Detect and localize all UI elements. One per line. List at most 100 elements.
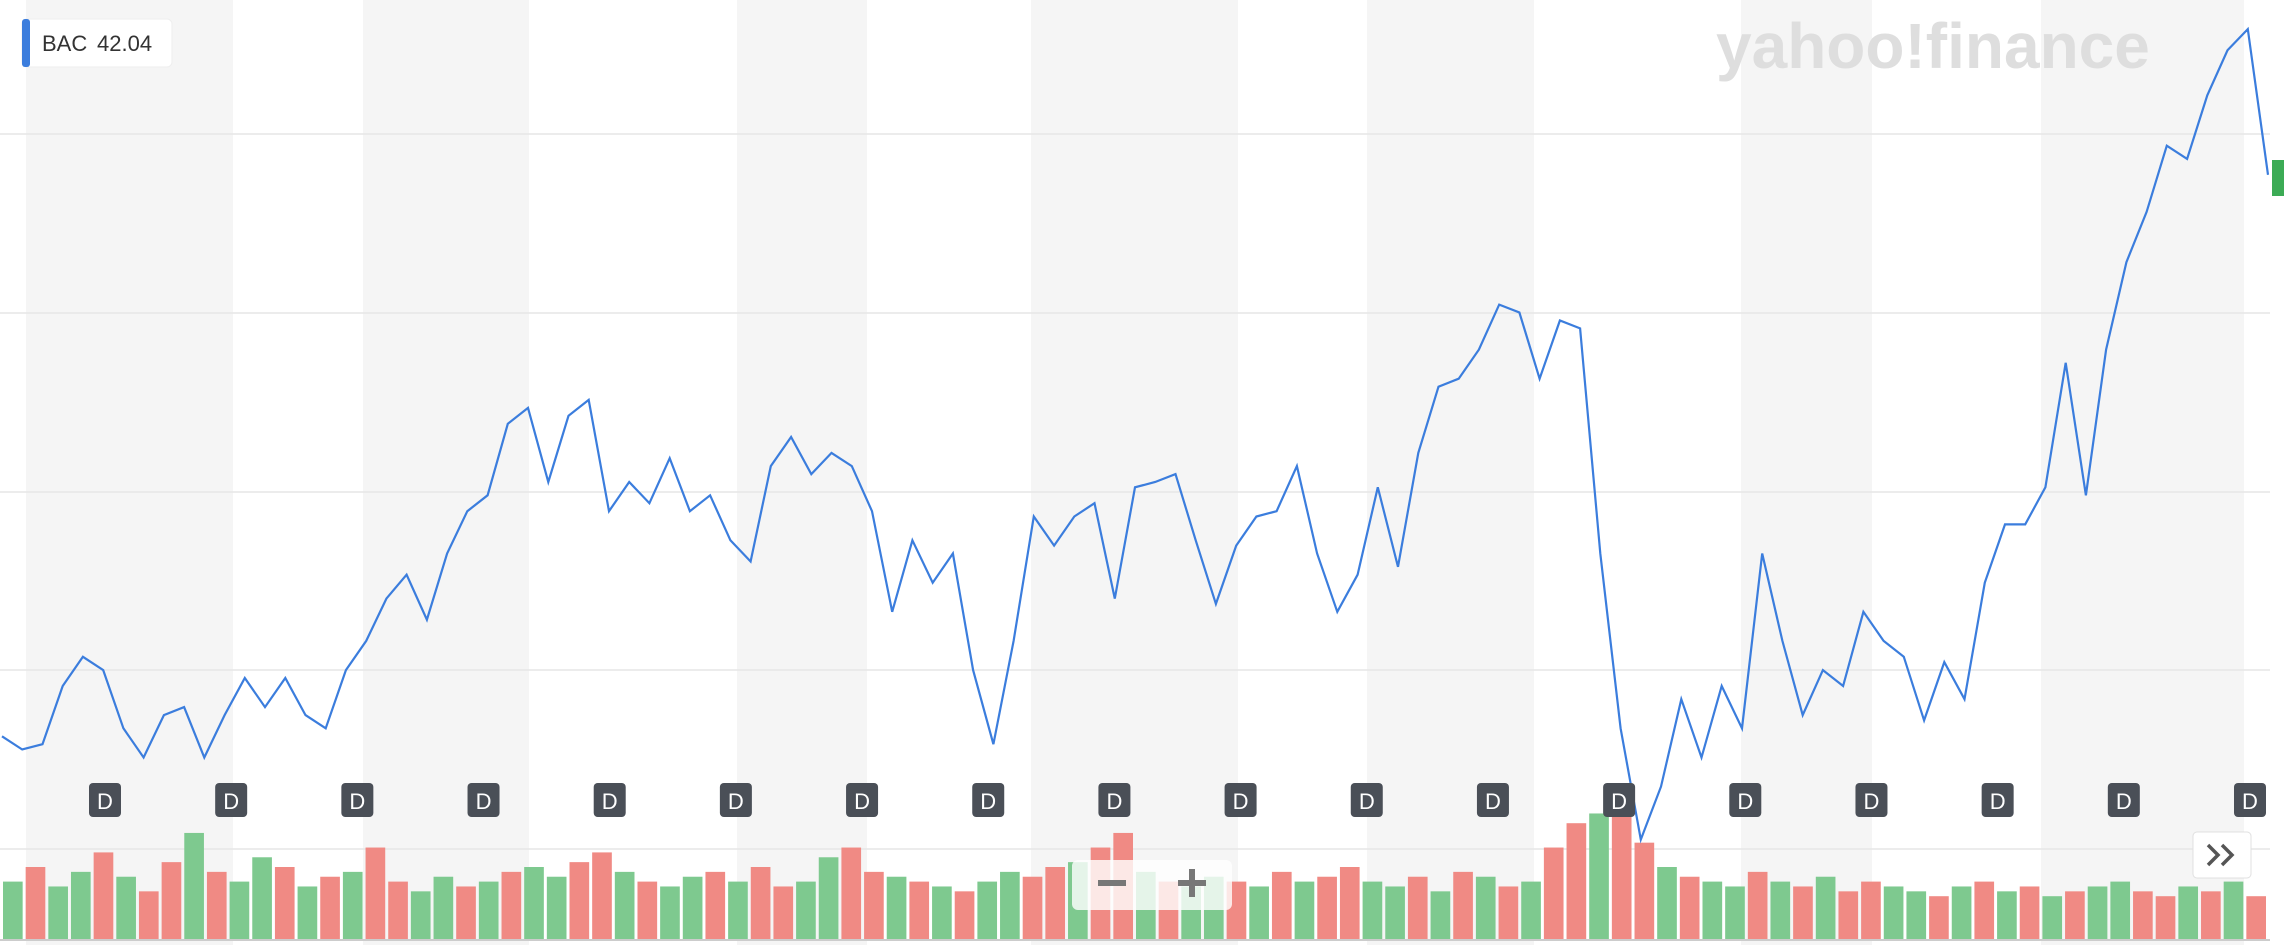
dividend-label: D: [349, 789, 365, 814]
dividend-label: D: [602, 789, 618, 814]
volume-bar: [977, 881, 998, 940]
volume-bar: [660, 886, 680, 940]
volume-bar: [2133, 891, 2153, 940]
expand-icon: [2206, 843, 2235, 867]
dividend-marker: [1855, 783, 1888, 817]
dividend-marker: [846, 783, 879, 817]
zoom-controls[interactable]: [1072, 860, 1232, 910]
price-line: [1, 26, 2270, 844]
dividend-marker: [1224, 783, 1257, 817]
dividend-marker: [467, 783, 500, 817]
volume-bar: [1000, 871, 1020, 940]
volume-bar: [48, 886, 68, 940]
dividend-label: D: [1611, 789, 1627, 814]
dividend-label: D: [97, 789, 113, 814]
volume-bar: [456, 886, 476, 940]
volume-bar: [1611, 803, 1632, 940]
dividend-marker: [1350, 783, 1383, 817]
volume-bar: [229, 881, 250, 940]
volume-bar: [954, 891, 975, 940]
volume-bar: [1407, 876, 1428, 940]
volume-bar: [932, 886, 952, 940]
dividend-label: D: [980, 789, 996, 814]
volume-bar: [1271, 871, 1292, 940]
dividend-label: D: [1864, 789, 1880, 814]
volume-bar: [1430, 891, 1451, 940]
volume-bar: [569, 862, 590, 940]
volume-bar: [637, 881, 658, 940]
volume-bar: [1883, 886, 1904, 940]
volume-bar: [524, 867, 544, 940]
volume-bar: [2019, 886, 2040, 940]
volume-bar: [365, 847, 386, 940]
volume-bar: [728, 881, 748, 940]
dividend-marker: [1603, 783, 1636, 817]
volume-bar: [161, 862, 182, 940]
volume-bar: [2065, 891, 2085, 940]
dividend-label: D: [854, 789, 870, 814]
volume-bar: [1362, 881, 1383, 940]
volume-bar: [116, 876, 136, 940]
volume-bar: [93, 852, 114, 940]
dividend-marker: [2107, 783, 2140, 817]
volume-bar: [614, 871, 635, 940]
volume-bar: [478, 881, 499, 940]
volume-bar: [1906, 891, 1927, 940]
dividend-label: D: [1737, 789, 1753, 814]
volume-bar: [206, 871, 227, 940]
volume-bar: [1317, 876, 1337, 940]
volume-bar: [410, 891, 431, 940]
brand-logo: yahoo!finance: [1716, 10, 2150, 82]
dividend-marker: [593, 783, 626, 817]
volume-bar: [886, 876, 907, 940]
volume-bar: [2110, 881, 2131, 940]
volume-bar: [682, 876, 703, 940]
volume-bar: [1997, 891, 2017, 940]
dividend-label: D: [1233, 789, 1249, 814]
volume-bar: [909, 881, 930, 940]
volume-bar: [320, 876, 340, 940]
volume-bar: [1045, 867, 1066, 940]
volume-bar: [1679, 876, 1700, 940]
volume-bar: [796, 881, 816, 940]
symbol-label: BAC 42.04: [21, 18, 173, 68]
dividend-marker: [1476, 783, 1509, 817]
volume-bar: [1385, 886, 1405, 940]
volume-bar: [1793, 886, 1813, 940]
expand-button[interactable]: [2192, 831, 2252, 879]
volume-bar: [252, 857, 272, 940]
bands: [26, 0, 2244, 945]
dividend-marker: [2234, 783, 2266, 817]
zoom-box: [1072, 860, 1232, 910]
expand-box[interactable]: [2192, 831, 2252, 879]
dividend-marker: [89, 783, 121, 817]
dividend-label: D: [1106, 789, 1122, 814]
volume-bar: [2155, 896, 2176, 940]
price: 42.04: [97, 31, 152, 56]
dividend-label: D: [1359, 789, 1375, 814]
volume-bar: [1770, 881, 1791, 940]
volume-bar: [388, 881, 408, 940]
volume-bar: [342, 871, 363, 940]
volume-bar: [592, 852, 612, 940]
volume-bar: [70, 871, 91, 940]
dividend-label: D: [728, 789, 744, 814]
dividend-marker: [1729, 783, 1762, 817]
volume-bar: [1339, 867, 1360, 940]
volume-bar: [1022, 876, 1043, 940]
volume-bar: [2178, 886, 2199, 940]
volume-bar: [1838, 891, 1859, 940]
price-tag: [2272, 160, 2284, 196]
volume-bar: [750, 867, 771, 940]
volume-bar: [1861, 881, 1881, 940]
volume-bar: [1294, 881, 1315, 940]
zoom-in[interactable]: [1178, 869, 1206, 897]
volume-bar: [138, 891, 159, 940]
dividend-marker: [1098, 783, 1131, 817]
volume-bar: [1657, 867, 1677, 940]
volume-bar: [433, 876, 454, 940]
volume-bar: [841, 847, 862, 940]
volume-bar: [1634, 842, 1655, 940]
